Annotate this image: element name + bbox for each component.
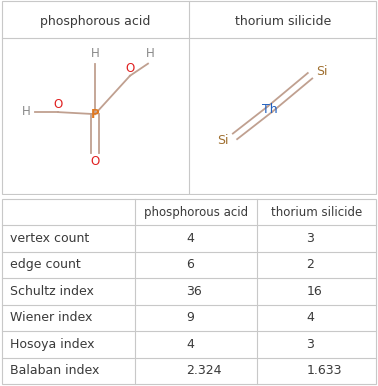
Text: phosphorous acid: phosphorous acid [40,15,150,28]
Text: thorium silicide: thorium silicide [235,15,331,28]
Text: edge count: edge count [10,259,81,271]
Text: H: H [146,47,154,59]
Text: 2.324: 2.324 [186,364,222,377]
Text: 4: 4 [307,312,314,324]
Text: Balaban index: Balaban index [10,364,99,377]
Text: vertex count: vertex count [10,232,89,245]
Text: Schultz index: Schultz index [10,285,94,298]
Text: thorium silicide: thorium silicide [271,206,362,218]
Text: 3: 3 [307,232,314,245]
Text: 1.633: 1.633 [307,364,342,377]
Text: 4: 4 [186,232,194,245]
Text: Wiener index: Wiener index [10,312,92,324]
Text: phosphorous acid: phosphorous acid [144,206,248,218]
Text: 3: 3 [307,338,314,351]
Text: O: O [90,154,100,168]
Text: H: H [22,105,31,118]
Text: Th: Th [262,103,278,115]
Text: 2: 2 [307,259,314,271]
Text: 4: 4 [186,338,194,351]
Text: H: H [91,47,99,59]
Text: 36: 36 [186,285,202,298]
Text: O: O [125,62,135,75]
Text: Si: Si [217,134,229,147]
Text: O: O [53,98,63,111]
Text: 6: 6 [186,259,194,271]
Text: 9: 9 [186,312,194,324]
Text: Si: Si [316,65,328,78]
Text: 16: 16 [307,285,322,298]
Text: Hosoya index: Hosoya index [10,338,94,351]
Text: P: P [91,108,99,121]
